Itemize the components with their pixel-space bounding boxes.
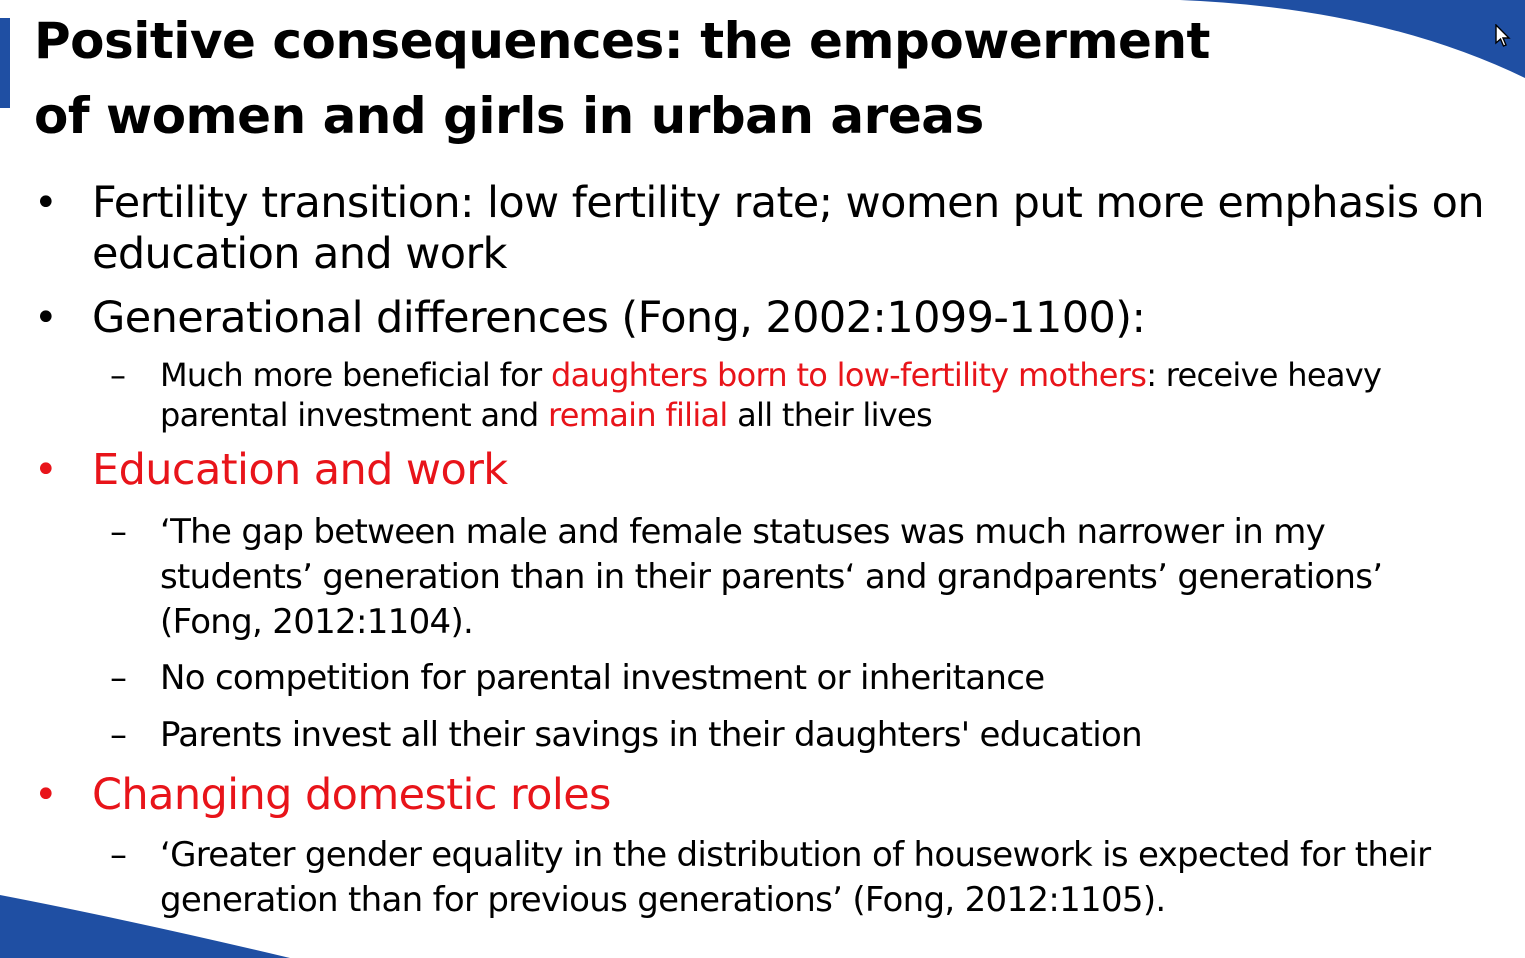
highlight-remain-filial: remain filial <box>548 396 728 434</box>
mouse-pointer-icon <box>1495 24 1511 47</box>
bullet-marker: • <box>34 295 58 341</box>
dash-marker: – <box>110 715 127 755</box>
dash-marker: – <box>110 512 127 552</box>
sub-beneficial-daughters: Much more beneficial for daughters born … <box>160 355 1490 435</box>
bullet-changing-domestic-roles: Changing domestic roles <box>92 770 611 820</box>
sub-gap-quote: ‘The gap between male and female statuse… <box>160 512 1383 642</box>
sub-parents-invest: Parents invest all their savings in thei… <box>160 715 1143 755</box>
bullet-education-and-work: Education and work <box>92 445 508 495</box>
sub-no-competition: No competition for parental investment o… <box>160 658 1045 698</box>
text-run: all their lives <box>727 396 933 434</box>
left-accent-bar <box>0 18 10 108</box>
bullet-fertility-transition: Fertility transition: low fertility rate… <box>92 178 1485 279</box>
dash-marker: – <box>110 658 127 698</box>
text-run: Much more beneficial for <box>160 356 551 394</box>
dash-marker: – <box>110 835 127 875</box>
bullet-marker: • <box>34 447 58 493</box>
bullet-generational-differences: Generational differences (Fong, 2002:109… <box>92 293 1146 343</box>
slide-title: Positive consequences: the empowerment o… <box>34 12 1210 145</box>
dash-marker: – <box>110 356 126 394</box>
sub-housework-quote: ‘Greater gender equality in the distribu… <box>160 835 1431 920</box>
highlight-daughters-low-fertility: daughters born to low-fertility mothers <box>550 356 1147 394</box>
bullet-marker: • <box>34 180 58 226</box>
top-right-swoosh <box>1180 0 1525 78</box>
text-run: : receive heavy parental investment and <box>160 356 1382 434</box>
bottom-left-swoosh <box>0 895 290 958</box>
bullet-marker: • <box>34 772 58 818</box>
